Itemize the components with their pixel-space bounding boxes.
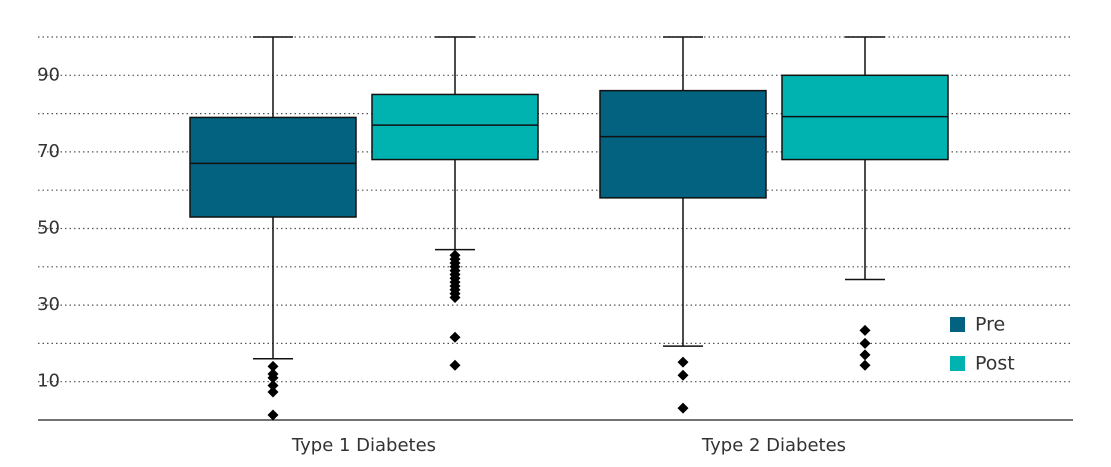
box (781, 74, 949, 161)
x-tick-label: Type 1 Diabetes (291, 435, 436, 456)
y-tick-label: 30 (37, 294, 60, 315)
outlier (859, 359, 871, 371)
legend-swatch (950, 317, 965, 332)
outlier (677, 402, 689, 414)
outlier (859, 349, 871, 361)
outlier (677, 369, 689, 381)
outlier (859, 324, 871, 336)
outlier (449, 359, 461, 371)
box (371, 93, 539, 161)
box (189, 116, 357, 218)
y-tick-label: 10 (37, 371, 60, 392)
legend: Pre Post (950, 314, 1015, 375)
legend-label: Post (975, 353, 1015, 375)
legend-swatch (950, 356, 965, 371)
outlier (267, 386, 279, 398)
outlier (449, 331, 461, 343)
y-tick-label: 50 (37, 218, 60, 239)
outlier (267, 372, 279, 384)
y-tick-label: 70 (37, 141, 60, 162)
outlier (267, 409, 279, 421)
legend-label: Pre (975, 314, 1005, 336)
outlier (677, 356, 689, 368)
outlier (267, 360, 279, 372)
outlier (267, 380, 279, 392)
outlier (449, 291, 461, 303)
box (599, 89, 767, 199)
y-tick-label: 90 (37, 64, 60, 85)
x-tick-label: Type 2 Diabetes (701, 435, 846, 456)
outlier (859, 337, 871, 349)
